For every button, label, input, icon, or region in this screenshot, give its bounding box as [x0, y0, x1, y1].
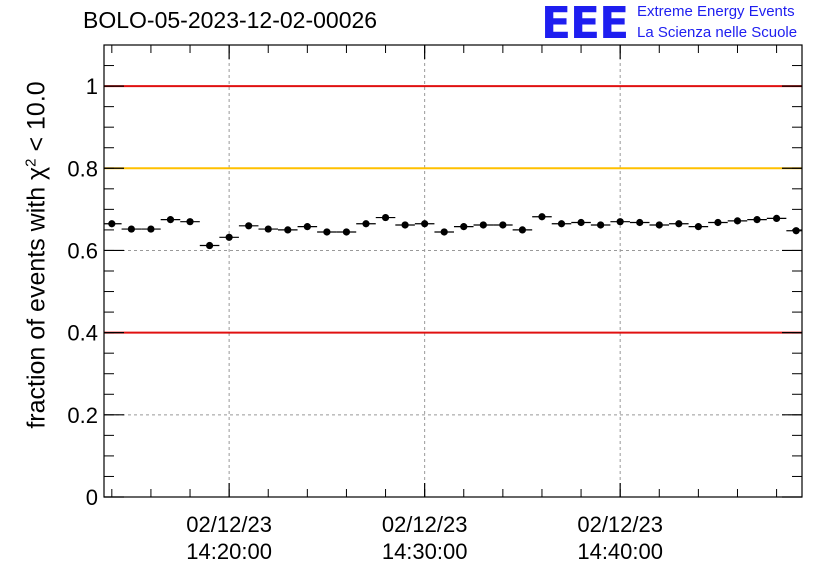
data-point: [571, 218, 591, 227]
marker: [460, 223, 468, 231]
marker: [675, 220, 683, 228]
marker: [694, 223, 702, 231]
data-point: [473, 221, 494, 229]
data-point: [610, 218, 630, 226]
x-tick-label-date: 02/12/23: [186, 512, 272, 537]
data-point: [669, 220, 689, 228]
marker: [772, 214, 781, 223]
plot-frame: [103, 44, 803, 498]
data-point: [766, 214, 787, 223]
data-point: [356, 220, 376, 228]
data-point: [512, 226, 533, 234]
y-axis-label-sup: 2: [22, 158, 40, 167]
data-point: [727, 217, 748, 225]
marker: [401, 221, 409, 229]
marker: [518, 226, 527, 234]
y-tick-label: 0.4: [67, 321, 98, 346]
y-tick-label: 0.2: [67, 403, 98, 428]
data-point: [336, 228, 357, 236]
data-point: [688, 223, 709, 231]
data-point: [786, 227, 802, 235]
data-point: [532, 213, 552, 221]
marker: [342, 228, 351, 236]
marker: [186, 218, 194, 226]
marker: [166, 216, 175, 224]
data-point: [219, 233, 239, 241]
marker: [323, 228, 331, 236]
marker: [538, 213, 546, 221]
axis-ticks: [104, 44, 802, 498]
data-point: [104, 220, 122, 228]
data-point: [317, 228, 337, 236]
data-point: [590, 221, 611, 229]
marker: [636, 218, 644, 227]
marker: [264, 225, 272, 233]
x-tick-label-date: 02/12/23: [577, 512, 663, 537]
y-axis-label-suffix: < 10.0: [22, 81, 51, 159]
marker: [147, 225, 155, 233]
x-tick-label-time: 14:40:00: [577, 539, 663, 564]
x-tick-label-time: 14:20:00: [186, 539, 272, 564]
data-point: [238, 222, 259, 230]
marker: [440, 228, 448, 236]
chart-title: BOLO-05-2023-12-02-00026: [83, 7, 378, 33]
data-point: [160, 216, 181, 224]
reference-lines: [104, 85, 802, 334]
data-points: [104, 213, 802, 250]
data-point: [180, 218, 200, 226]
marker: [655, 221, 663, 229]
data-point: [747, 216, 767, 224]
marker: [499, 221, 507, 229]
y-tick-label: 0: [86, 485, 98, 510]
data-point: [453, 223, 474, 231]
marker: [284, 226, 292, 234]
data-point: [141, 225, 161, 233]
data-point: [278, 226, 298, 234]
data-point: [414, 220, 435, 228]
y-tick-label: 1: [86, 74, 98, 99]
marker: [733, 217, 742, 225]
marker: [421, 220, 429, 228]
data-point: [649, 221, 670, 229]
marker: [714, 218, 722, 227]
marker: [205, 241, 214, 250]
data-point: [199, 241, 220, 250]
marker: [616, 218, 624, 226]
marker: [245, 222, 253, 230]
y-tick-label: 0.6: [67, 238, 98, 263]
marker: [557, 220, 566, 228]
tick-labels: 00.20.40.60.8102/12/2314:20:0002/12/2314…: [67, 74, 663, 564]
marker: [577, 218, 585, 227]
marker: [303, 223, 311, 231]
x-tick-label-time: 14:30:00: [382, 539, 468, 564]
data-point: [708, 218, 728, 227]
data-point: [258, 225, 279, 233]
data-point: [493, 221, 513, 229]
x-tick-label-date: 02/12/23: [382, 512, 468, 537]
marker: [108, 220, 116, 228]
data-point: [395, 221, 415, 229]
logo-line-2: La Scienza nelle Scuole: [637, 24, 798, 41]
marker: [381, 213, 390, 222]
data-point: [121, 225, 142, 233]
marker: [597, 221, 605, 229]
logo-line-1: Extreme Energy Events: [637, 3, 795, 20]
marker: [479, 221, 487, 229]
grid: [104, 45, 802, 497]
marker: [362, 220, 370, 228]
y-axis-label-prefix: fraction of events with χ: [22, 166, 51, 429]
data-point: [434, 228, 454, 236]
data-point: [629, 218, 650, 227]
marker: [127, 225, 135, 233]
eee-logo: EEE: [541, 0, 629, 49]
marker: [225, 233, 233, 241]
y-tick-label: 0.8: [67, 156, 98, 181]
data-point: [551, 220, 572, 228]
marker: [753, 216, 761, 224]
data-point: [297, 223, 318, 231]
data-point: [375, 213, 396, 222]
marker: [792, 227, 800, 235]
